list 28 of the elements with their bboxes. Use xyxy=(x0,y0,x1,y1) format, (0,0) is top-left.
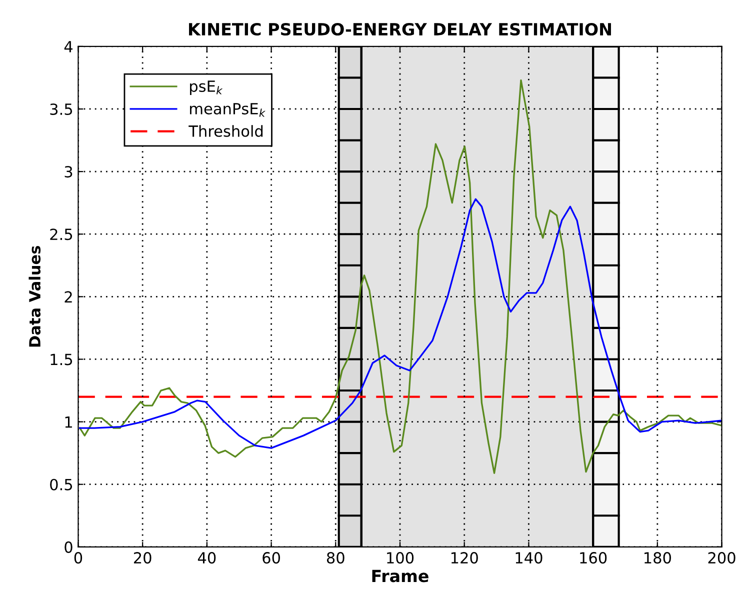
y-tick-label: 3.5 xyxy=(50,103,72,116)
x-tick-label: 120 xyxy=(451,552,478,564)
y-tick-label: 0 xyxy=(64,541,72,553)
x-tick-label: 80 xyxy=(326,552,344,564)
y-tick-label: 2 xyxy=(64,291,72,302)
x-tick-label: 100 xyxy=(387,552,414,564)
y-tick-label: 1 xyxy=(65,416,72,428)
y-tick-label: 1.5 xyxy=(50,354,72,366)
x-axis-title: Frame xyxy=(372,570,428,582)
x-tick-label: 20 xyxy=(134,552,152,564)
x-tick-label: 0 xyxy=(74,552,82,564)
x-tick-label: 140 xyxy=(516,552,542,564)
y-tick-label: 3 xyxy=(64,166,72,178)
x-tick-label: 60 xyxy=(262,552,280,564)
chart-title: KINETIC PSEUDO-ENERGY DELAY ESTIMATION xyxy=(189,22,611,36)
legend-label: meanPsE$_{k}$ xyxy=(190,103,266,117)
y-tick-label: 0.5 xyxy=(50,478,72,490)
y-tick-label: 2.5 xyxy=(50,228,72,240)
legend-label: psE$_{k}$ xyxy=(190,80,223,95)
y-tick-label: 4 xyxy=(64,41,73,52)
x-tick-label: 180 xyxy=(644,552,671,564)
line-series xyxy=(79,198,722,449)
x-tick-label: 40 xyxy=(198,552,216,564)
line-series xyxy=(79,79,722,474)
x-tick-label: 200 xyxy=(708,552,736,564)
legend-label: Threshold xyxy=(188,125,263,137)
x-tick-label: 160 xyxy=(580,552,607,564)
y-axis-title: Data Values xyxy=(28,246,41,347)
